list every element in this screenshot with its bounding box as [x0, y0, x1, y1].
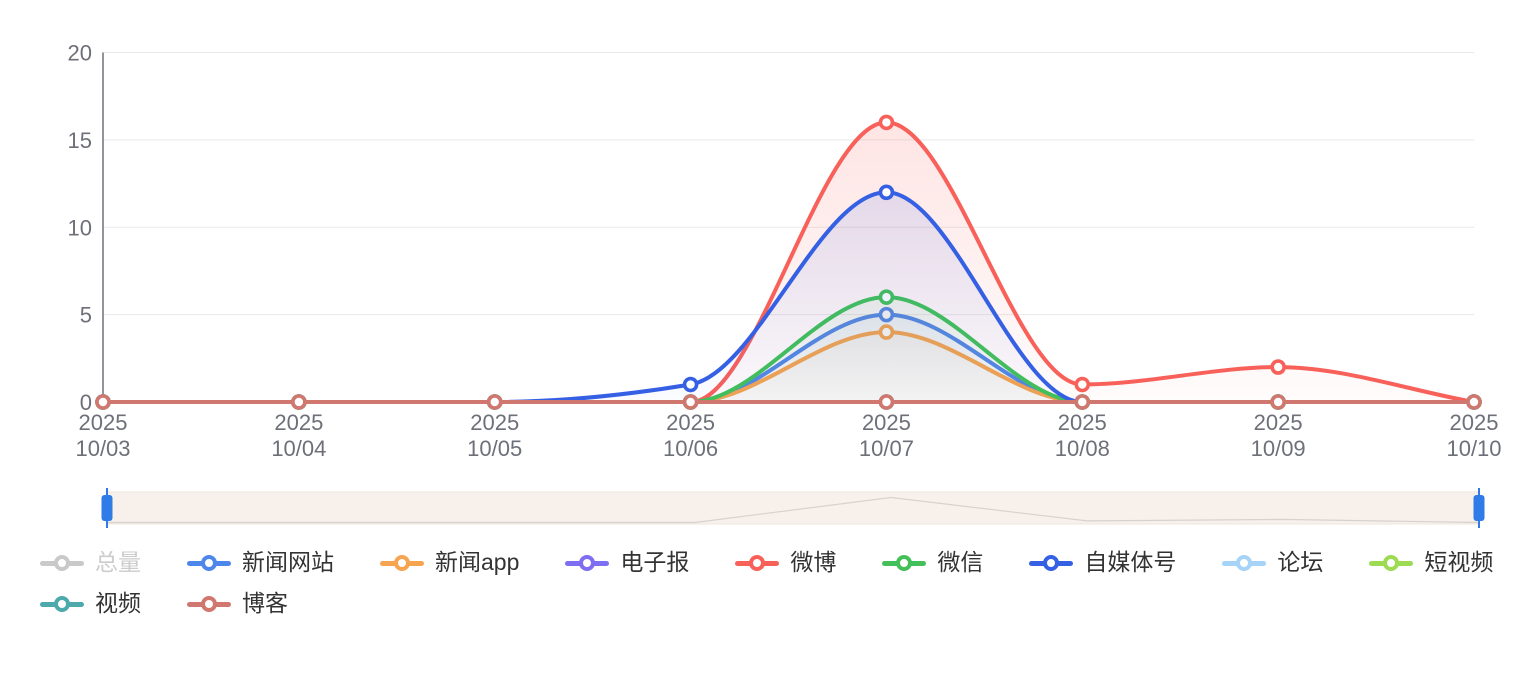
- y-axis-label: 10: [68, 215, 92, 240]
- data-point-blog: [95, 394, 111, 410]
- legend-label: 微信: [937, 549, 984, 575]
- x-axis-label: 2025 10/10: [1446, 410, 1501, 461]
- legend-label: 电子报: [620, 549, 690, 575]
- legend-item-weibo[interactable]: 微博: [735, 551, 836, 574]
- legend-item-total[interactable]: 总量: [40, 551, 141, 574]
- y-axis-label: 20: [68, 41, 92, 66]
- x-axis-label: 2025 10/09: [1251, 410, 1306, 461]
- legend-item-epaper[interactable]: 电子报: [565, 551, 689, 574]
- line-chart: 0 5 10 15 20 2025 10/03 2025 10/04 2025 10/05 2025 1…: [68, 41, 1502, 528]
- data-point-weibo: [1270, 359, 1286, 375]
- legend-item-short-video[interactable]: 短视频: [1369, 551, 1493, 574]
- data-point-blog: [1074, 394, 1091, 410]
- legend-line-marker-icon: [1029, 554, 1074, 571]
- data-point-blog: [878, 394, 895, 410]
- legend-item-blog[interactable]: 博客: [187, 592, 288, 615]
- legend-item-video[interactable]: 视频: [40, 592, 141, 615]
- data-point-weibo: [878, 114, 895, 131]
- datazoom-track[interactable]: [106, 491, 1480, 525]
- legend-label: 论坛: [1277, 549, 1324, 575]
- legend-item-news-app[interactable]: 新闻app: [380, 551, 519, 574]
- legend-item-forum[interactable]: 论坛: [1222, 551, 1323, 574]
- data-point-blog: [1466, 394, 1482, 410]
- y-axis-label: 5: [80, 303, 92, 328]
- x-axis-label: 2025 10/07: [859, 410, 914, 461]
- x-axis-label: 2025 10/06: [663, 410, 718, 461]
- legend-label: 微博: [790, 549, 837, 575]
- legend-item-self-media[interactable]: 自媒体号: [1029, 551, 1176, 574]
- legend-label: 博客: [242, 590, 288, 616]
- legend-label: 新闻网站: [242, 549, 334, 575]
- x-axis-label: 2025 10/05: [467, 410, 522, 461]
- legend-line-marker-icon: [380, 554, 424, 571]
- legend-label: 新闻app: [435, 549, 520, 575]
- datazoom-shadow: [107, 496, 1480, 524]
- x-axis-label: 2025 10/04: [271, 410, 326, 461]
- legend-line-marker-icon: [187, 595, 231, 612]
- legend-line-marker-icon: [882, 554, 927, 571]
- legend-item-wechat[interactable]: 微信: [882, 551, 983, 574]
- series-area-self-media: [103, 192, 1474, 402]
- legend-label: 短视频: [1424, 549, 1494, 575]
- legend-line-marker-icon: [1222, 554, 1267, 571]
- data-point-self-media: [878, 184, 895, 201]
- datazoom-handle-left[interactable]: [101, 488, 113, 528]
- x-axis-label: 2025 10/08: [1055, 410, 1110, 461]
- data-point-blog: [1270, 394, 1286, 410]
- y-axis-label: 0: [80, 390, 92, 415]
- legend-line-marker-icon: [565, 554, 610, 571]
- data-point-blog: [682, 394, 699, 410]
- legend-label: 自媒体号: [1084, 549, 1177, 575]
- legend-line-marker-icon: [40, 554, 84, 571]
- legend-line-marker-icon: [1369, 554, 1414, 571]
- legend-label: 视频: [95, 590, 141, 616]
- datazoom-handle-right[interactable]: [1473, 488, 1485, 528]
- data-point-blog: [291, 394, 307, 410]
- legend-label: 总量: [95, 549, 141, 575]
- legend-line-marker-icon: [40, 595, 84, 612]
- legend-item-news-site[interactable]: 新闻网站: [187, 551, 334, 574]
- data-point-blog: [486, 394, 503, 410]
- x-axis-label: 2025 10/03: [75, 410, 130, 461]
- chart-legend: 总量 新闻网站 新闻app 电子报 微博 微信 自媒体号 论坛 短视频视频 博客: [40, 551, 1520, 615]
- y-axis-label: 15: [68, 128, 92, 153]
- legend-line-marker-icon: [187, 554, 231, 571]
- legend-line-marker-icon: [735, 554, 780, 571]
- data-point-weibo: [1074, 376, 1091, 393]
- data-point-self-media: [682, 376, 699, 393]
